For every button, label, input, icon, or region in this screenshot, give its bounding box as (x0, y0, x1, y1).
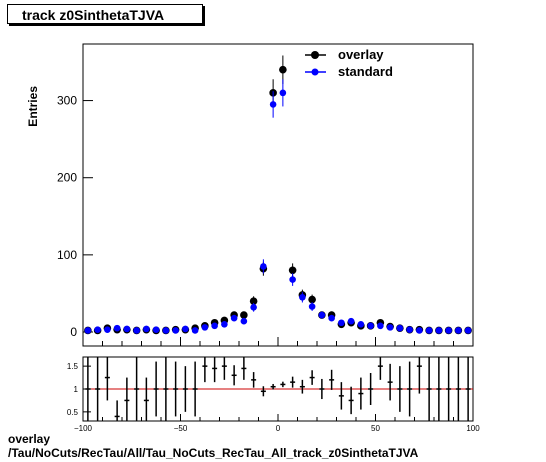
legend-standard-label: standard (338, 64, 393, 79)
standard-point (104, 326, 111, 333)
standard-point (299, 293, 306, 301)
standard-point (221, 320, 228, 328)
ratio-x-tick-label: −50 (174, 424, 188, 433)
overlay-point (288, 266, 297, 275)
standard-point (435, 327, 443, 334)
standard-point (308, 303, 316, 310)
standard-point (152, 326, 160, 333)
standard-point (406, 326, 413, 333)
standard-point (250, 304, 257, 311)
standard-point (133, 327, 140, 334)
standard-point (162, 327, 170, 334)
y-tick-label: 200 (57, 171, 77, 185)
standard-point (182, 325, 189, 333)
overlay-point (279, 65, 287, 74)
y-axis-label: Entries (26, 86, 40, 127)
overlay-point (308, 295, 316, 304)
standard-point (211, 322, 218, 330)
legend-overlay-marker (311, 51, 319, 59)
standard-point (113, 324, 121, 332)
ratio-x-tick-label: 0 (276, 424, 281, 433)
standard-point (328, 314, 335, 322)
ratio-plot: 0.5 1 1.5 −100 −50 0 50 100 (67, 356, 480, 433)
legend-overlay-label: overlay (338, 47, 384, 62)
ratio-x-tick-label: 100 (466, 424, 480, 433)
ratio-x-tick-label: 50 (371, 424, 380, 433)
caption-line-1: overlay (8, 432, 51, 446)
overlay-point (240, 311, 248, 319)
y-tick-label: 300 (57, 94, 77, 108)
standard-point (143, 325, 150, 333)
main-plot: 0 100 200 300 (57, 43, 474, 347)
standard-point (367, 322, 374, 330)
standard-point (318, 311, 326, 319)
standard-point (338, 319, 345, 327)
caption-line-2: /Tau/NoCuts/RecTau/All/Tau_NoCuts_RecTau… (8, 446, 419, 460)
standard-point (279, 89, 287, 97)
y-tick-label: 100 (57, 248, 77, 262)
standard-point (464, 327, 472, 334)
standard-point (455, 327, 462, 334)
standard-point (377, 322, 384, 330)
ratio-y-tick-label: 1 (74, 385, 79, 394)
standard-point (191, 327, 199, 334)
standard-point (416, 327, 423, 334)
standard-point (425, 327, 433, 334)
standard-point (289, 276, 296, 283)
standard-point (445, 327, 452, 334)
standard-point (347, 317, 355, 325)
standard-point (386, 324, 394, 331)
standard-point (396, 324, 404, 332)
ratio-y-tick-label: 0.5 (67, 408, 79, 417)
chart-title: track z0SinthetaTJVA (7, 4, 203, 24)
standard-point (94, 326, 101, 333)
standard-point (84, 327, 92, 334)
standard-point (240, 317, 248, 325)
plot-frame (82, 43, 474, 347)
standard-point (172, 327, 179, 334)
standard-point (201, 324, 209, 331)
y-tick-label: 0 (70, 325, 77, 339)
overlay-point (249, 297, 258, 305)
standard-point (230, 314, 238, 322)
ratio-y-tick-label: 1.5 (67, 362, 79, 371)
ratio-x-tick-label: −100 (74, 424, 93, 433)
standard-point (357, 320, 365, 328)
standard-point (123, 325, 131, 333)
legend: overlay standard (305, 47, 393, 79)
standard-point (269, 101, 277, 108)
standard-point (260, 263, 267, 270)
caption: overlay /Tau/NoCuts/RecTau/All/Tau_NoCut… (8, 432, 418, 460)
legend-standard-marker (311, 68, 319, 76)
